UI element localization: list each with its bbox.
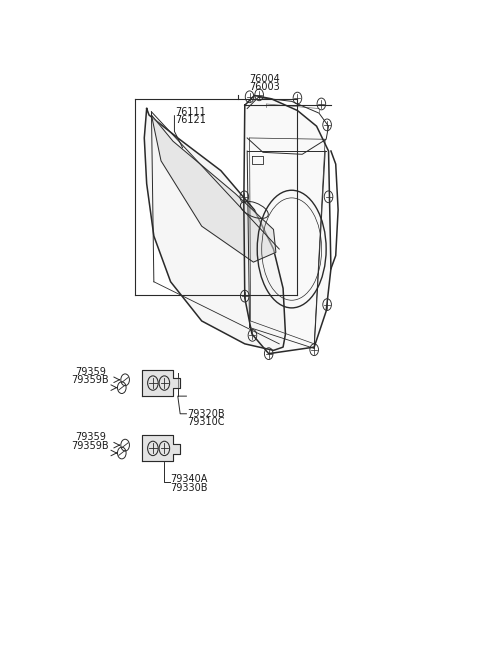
Text: 76004: 76004 bbox=[250, 74, 280, 84]
Polygon shape bbox=[152, 115, 276, 262]
Text: 79359B: 79359B bbox=[72, 375, 109, 385]
Text: 79359B: 79359B bbox=[72, 441, 109, 451]
Text: 79359: 79359 bbox=[75, 367, 106, 377]
Text: 79320B: 79320B bbox=[187, 409, 225, 419]
Text: 79359: 79359 bbox=[75, 432, 106, 442]
Polygon shape bbox=[142, 370, 180, 396]
Text: 79310C: 79310C bbox=[187, 417, 225, 427]
Text: 79340A: 79340A bbox=[170, 474, 208, 484]
Polygon shape bbox=[244, 96, 331, 354]
Polygon shape bbox=[144, 109, 286, 350]
Text: 76121: 76121 bbox=[175, 115, 206, 124]
Text: 76111: 76111 bbox=[175, 107, 206, 117]
Text: 76003: 76003 bbox=[250, 82, 280, 92]
Text: 79330B: 79330B bbox=[170, 483, 208, 493]
Polygon shape bbox=[142, 436, 180, 462]
